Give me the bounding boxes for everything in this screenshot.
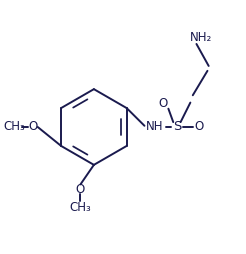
Text: NH: NH <box>145 120 163 134</box>
Text: CH₃: CH₃ <box>70 201 91 214</box>
Text: O: O <box>159 97 168 110</box>
Text: S: S <box>173 120 181 134</box>
Text: O: O <box>28 120 37 134</box>
Text: O: O <box>76 183 85 196</box>
Text: NH₂: NH₂ <box>190 31 213 44</box>
Text: O: O <box>194 120 203 134</box>
Text: CH₃: CH₃ <box>4 120 25 134</box>
